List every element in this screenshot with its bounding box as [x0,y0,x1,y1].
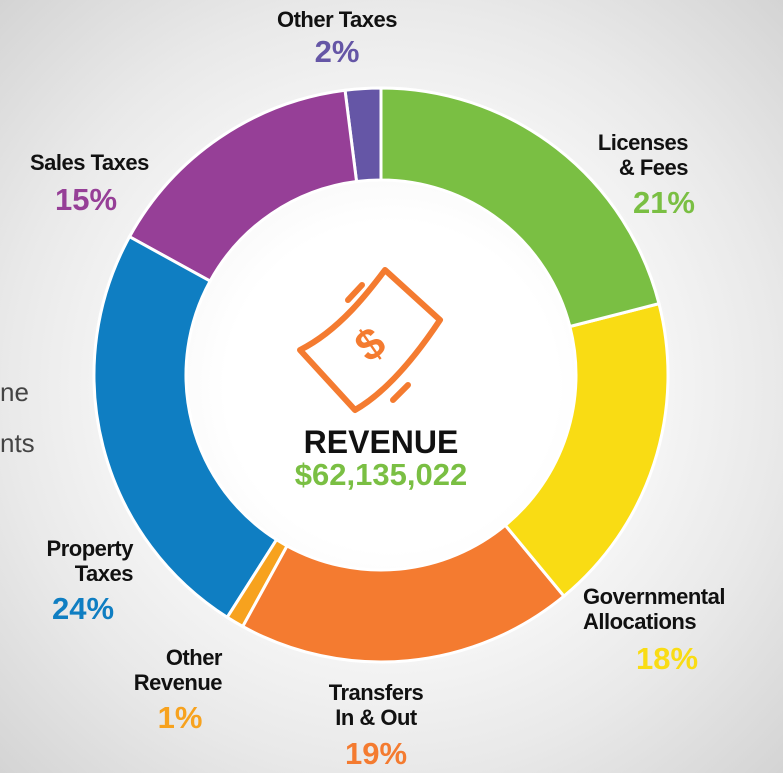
center-value: $62,135,022 [294,457,468,492]
segment-label: Sales Taxes [30,150,149,175]
svg-text:$: $ [346,318,394,372]
value-label: 19% [344,736,408,771]
segment-label: Other Taxes [276,7,398,32]
value-label: 21% [632,185,695,220]
donut-segment [240,523,567,664]
value-label: 18% [636,641,699,676]
segment-label: Property Taxes [46,536,134,586]
donut-segment [503,301,670,599]
segment-label: Transfers In & Out [328,680,424,730]
background-text: ne [0,377,29,407]
value-label: 1% [157,700,203,735]
segment-label: Governmental Allocations [583,584,725,634]
value-label: 24% [52,591,115,626]
background-text: nts [0,428,35,458]
donut-segment [92,234,279,620]
segment-label: Licenses & Fees [597,130,689,180]
donut-segment [379,86,661,329]
value-label: 15% [55,182,118,217]
value-label: 2% [314,34,360,69]
center-title: REVENUE [303,424,459,460]
money-icon: $ [297,267,443,413]
segment-label: Other Revenue [133,645,223,695]
donut-segment [127,88,359,284]
